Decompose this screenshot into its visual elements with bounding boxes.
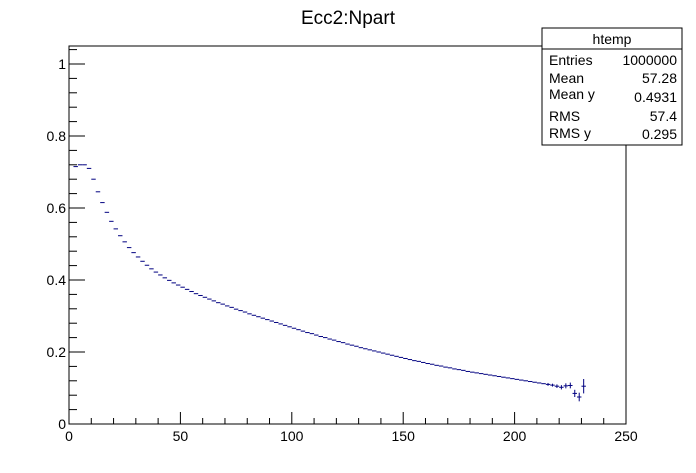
- y-tick-label: 1: [58, 56, 66, 72]
- x-tick-label: 50: [173, 428, 189, 444]
- stats-label-rms: RMS: [549, 108, 580, 124]
- x-tick-label: 0: [65, 428, 73, 444]
- data-point: [572, 389, 577, 397]
- stats-label-mean-y: Mean y: [549, 86, 595, 102]
- x-tick-label: 100: [280, 428, 304, 444]
- stats-value-mean: 57.28: [642, 70, 677, 86]
- data-point: [550, 383, 555, 387]
- stats-box-frame: [541, 27, 683, 146]
- chart-title: Ecc2:Npart: [301, 8, 396, 29]
- data-point: [545, 382, 551, 386]
- data-point: [554, 384, 560, 388]
- y-tick-label: 0.4: [47, 272, 67, 288]
- data-point: [581, 379, 586, 394]
- y-tick-label: 0: [58, 416, 66, 432]
- stats-label-mean: Mean: [549, 70, 584, 86]
- stats-value-rms-y: 0.295: [642, 126, 677, 142]
- y-tick-label: 0.2: [47, 344, 67, 360]
- data-points: [73, 164, 586, 402]
- stats-value-entries: 1000000: [622, 52, 677, 68]
- stats-label-rms-y: RMS y: [549, 125, 591, 141]
- x-tick-label: 250: [614, 428, 638, 444]
- data-point: [576, 392, 582, 402]
- y-tick-label: 0.8: [47, 128, 67, 144]
- axis-ticks: [68, 49, 627, 425]
- x-tick-labels: 0 50 100 150 200 250: [65, 428, 638, 444]
- data-point: [563, 383, 569, 389]
- stats-box-title: htemp: [593, 31, 632, 47]
- data-point: [559, 385, 564, 390]
- x-tick-label: 200: [503, 428, 527, 444]
- plot-frame: [68, 45, 627, 425]
- x-tick-label: 150: [392, 428, 416, 444]
- y-tick-label: 0.6: [47, 200, 67, 216]
- stats-value-rms: 57.4: [650, 108, 677, 124]
- stats-label-entries: Entries: [549, 52, 593, 68]
- y-tick-labels: 0 0.2 0.4 0.6 0.8 1: [47, 56, 67, 432]
- stats-value-mean-y: 0.4931: [634, 89, 677, 105]
- stats-box: htemp Entries 1000000 Mean 57.28 Mean y …: [541, 27, 683, 146]
- data-point: [568, 382, 573, 389]
